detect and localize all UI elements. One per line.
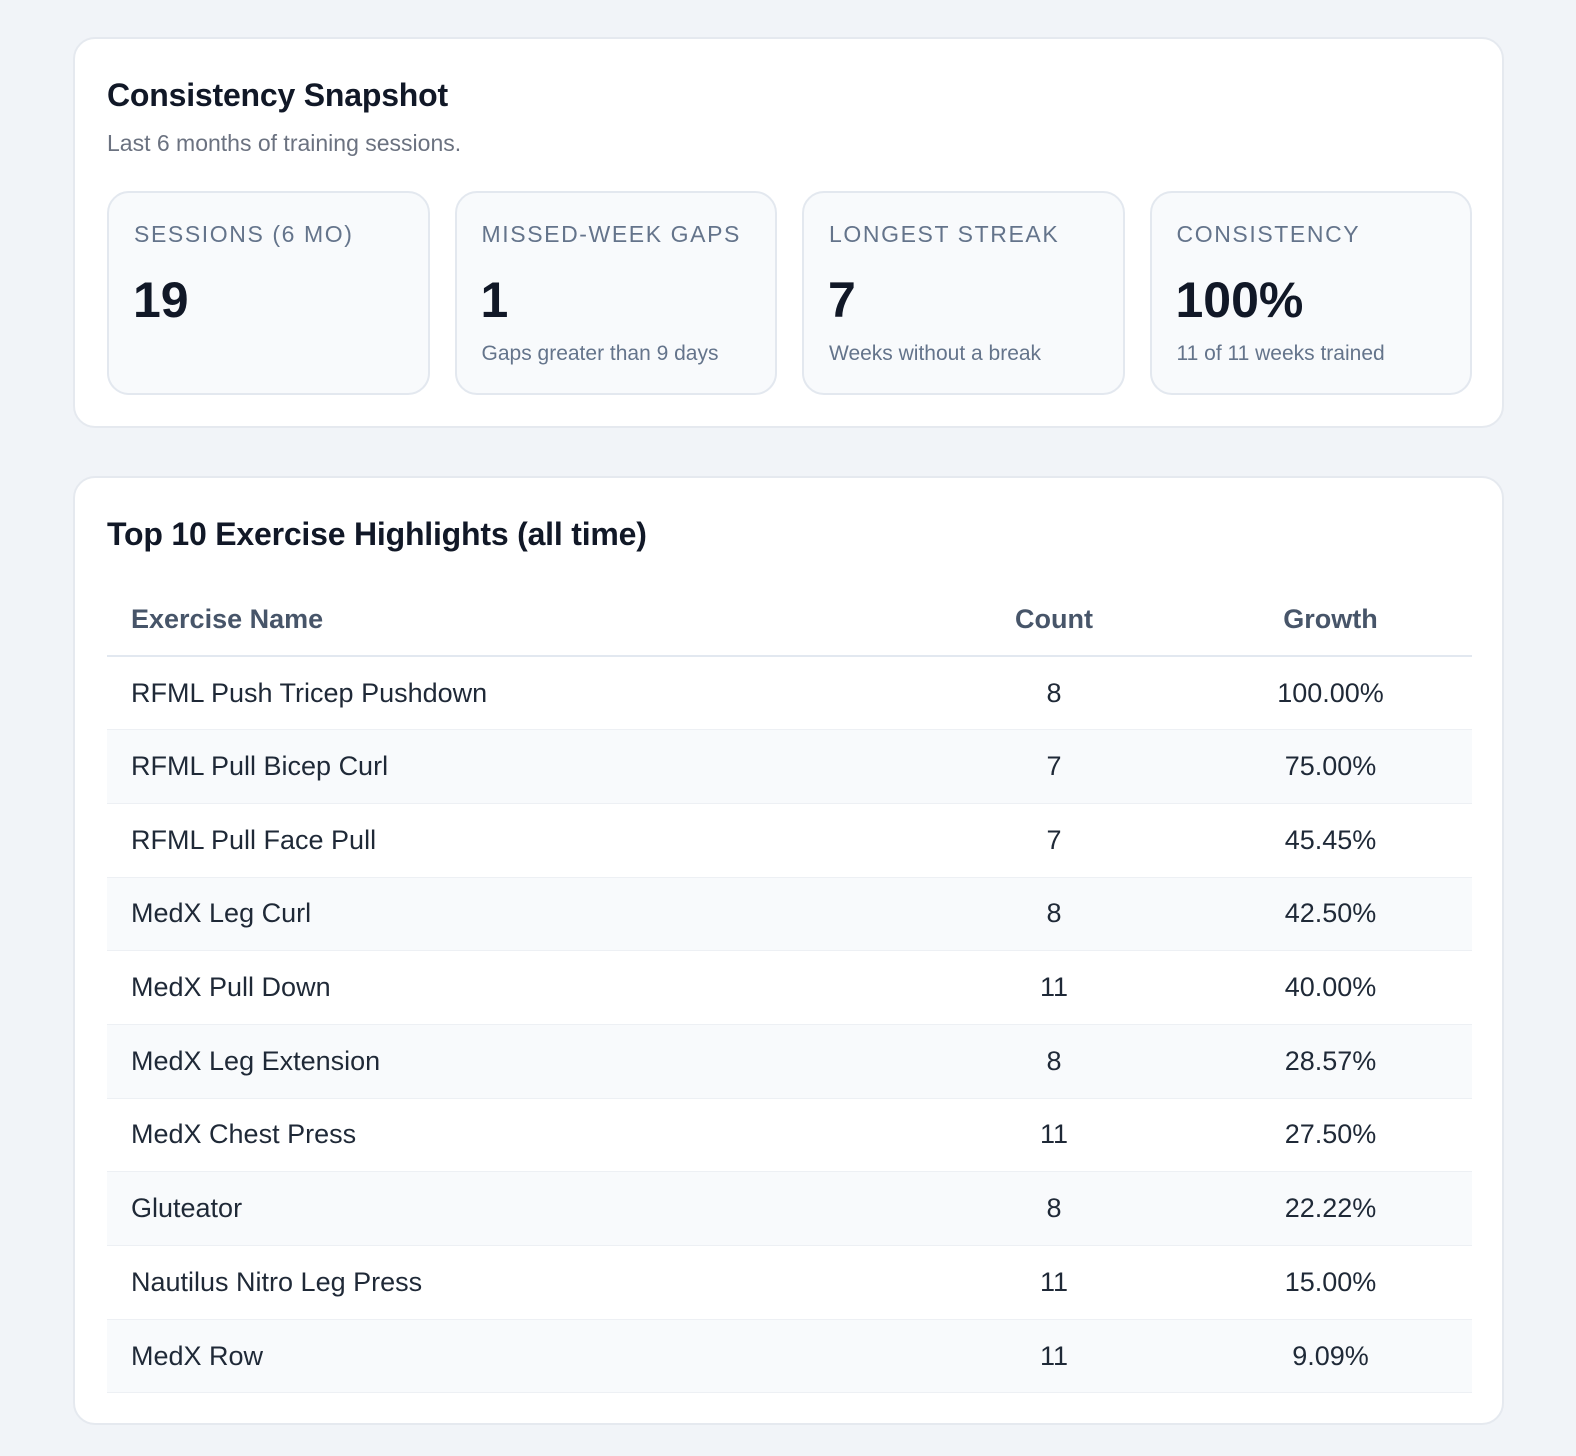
stat-label: MISSED-WEEK GAPS [481,221,741,247]
growth-cell: 22.22% [1189,1171,1472,1246]
growth-cell: 45.45% [1189,803,1472,878]
exercise-name-cell: RFML Pull Bicep Curl [107,729,919,804]
exercise-name-cell: MedX Leg Extension [107,1024,919,1099]
stat-value: 7 [828,272,856,328]
exercise-highlights-card: Top 10 Exercise Highlights (all time) Ex… [73,476,1504,1425]
growth-cell: 100.00% [1189,656,1472,731]
stat-label: CONSISTENCY [1176,221,1361,247]
growth-cell: 27.50% [1189,1098,1472,1173]
consistency-snapshot-card: Consistency Snapshot Last 6 months of tr… [73,37,1504,428]
table-row: RFML Push Tricep Pushdown 8 100.00% [107,656,1472,731]
growth-cell: 9.09% [1189,1319,1472,1394]
column-header-exercise-name: Exercise Name [107,584,919,657]
count-cell: 8 [919,1171,1189,1246]
growth-cell: 15.00% [1189,1245,1472,1320]
table-row: MedX Pull Down 11 40.00% [107,950,1472,1025]
stat-note: Gaps greater than 9 days [481,342,719,365]
growth-cell: 75.00% [1189,729,1472,804]
table-row: Nautilus Nitro Leg Press 11 15.00% [107,1245,1472,1320]
stat-card-missed-week-gaps: MISSED-WEEK GAPS 1 Gaps greater than 9 d… [454,191,777,395]
growth-cell: 28.57% [1189,1024,1472,1099]
stat-value: 100% [1175,272,1304,328]
stat-card-longest-streak: LONGEST STREAK 7 Weeks without a break [802,191,1125,395]
table-row: Gluteator 8 22.22% [107,1171,1472,1246]
stat-note: Weeks without a break [829,342,1042,365]
exercise-name-cell: Gluteator [107,1171,919,1246]
count-cell: 11 [919,950,1189,1025]
exercise-name-cell: Nautilus Nitro Leg Press [107,1245,919,1320]
stat-card-consistency: CONSISTENCY 100% 11 of 11 weeks trained [1149,191,1472,395]
table-row: MedX Row 11 9.09% [107,1319,1472,1394]
table-row: RFML Pull Bicep Curl 7 75.00% [107,729,1472,804]
stat-value: 1 [480,272,509,328]
column-header-count: Count [919,584,1189,657]
exercise-name-cell: MedX Chest Press [107,1098,919,1173]
stat-label: SESSIONS (6 MO) [134,221,354,247]
count-cell: 11 [919,1098,1189,1173]
exercise-highlights-table: Exercise Name Count Growth RFML Push Tri… [107,584,1472,1394]
snapshot-subtitle: Last 6 months of training sessions. [107,130,462,156]
stat-note: 11 of 11 weeks trained [1176,342,1385,365]
table-row: MedX Leg Extension 8 28.57% [107,1024,1472,1099]
highlights-title: Top 10 Exercise Highlights (all time) [107,516,647,552]
table-row: MedX Chest Press 11 27.50% [107,1098,1472,1173]
count-cell: 11 [919,1319,1189,1394]
stat-label: LONGEST STREAK [829,221,1060,247]
exercise-name-cell: RFML Push Tricep Pushdown [107,656,919,731]
count-cell: 7 [919,803,1189,878]
column-header-growth: Growth [1189,584,1472,657]
count-cell: 7 [919,729,1189,804]
exercise-name-cell: MedX Pull Down [107,950,919,1025]
count-cell: 8 [919,1024,1189,1099]
table-header-row: Exercise Name Count Growth [107,584,1472,657]
count-cell: 8 [919,877,1189,952]
snapshot-title: Consistency Snapshot [107,77,448,113]
stat-value: 19 [133,272,189,328]
exercise-name-cell: MedX Leg Curl [107,877,919,952]
table-row: MedX Leg Curl 8 42.50% [107,877,1472,952]
count-cell: 8 [919,656,1189,731]
exercise-name-cell: RFML Pull Face Pull [107,803,919,878]
table-row: RFML Pull Face Pull 7 45.45% [107,803,1472,878]
exercise-name-cell: MedX Row [107,1319,919,1394]
growth-cell: 40.00% [1189,950,1472,1025]
stat-cards: SESSIONS (6 MO) 19 MISSED-WEEK GAPS 1 Ga… [107,191,1472,395]
stat-card-sessions: SESSIONS (6 MO) 19 [107,191,430,395]
count-cell: 11 [919,1245,1189,1320]
growth-cell: 42.50% [1189,877,1472,952]
